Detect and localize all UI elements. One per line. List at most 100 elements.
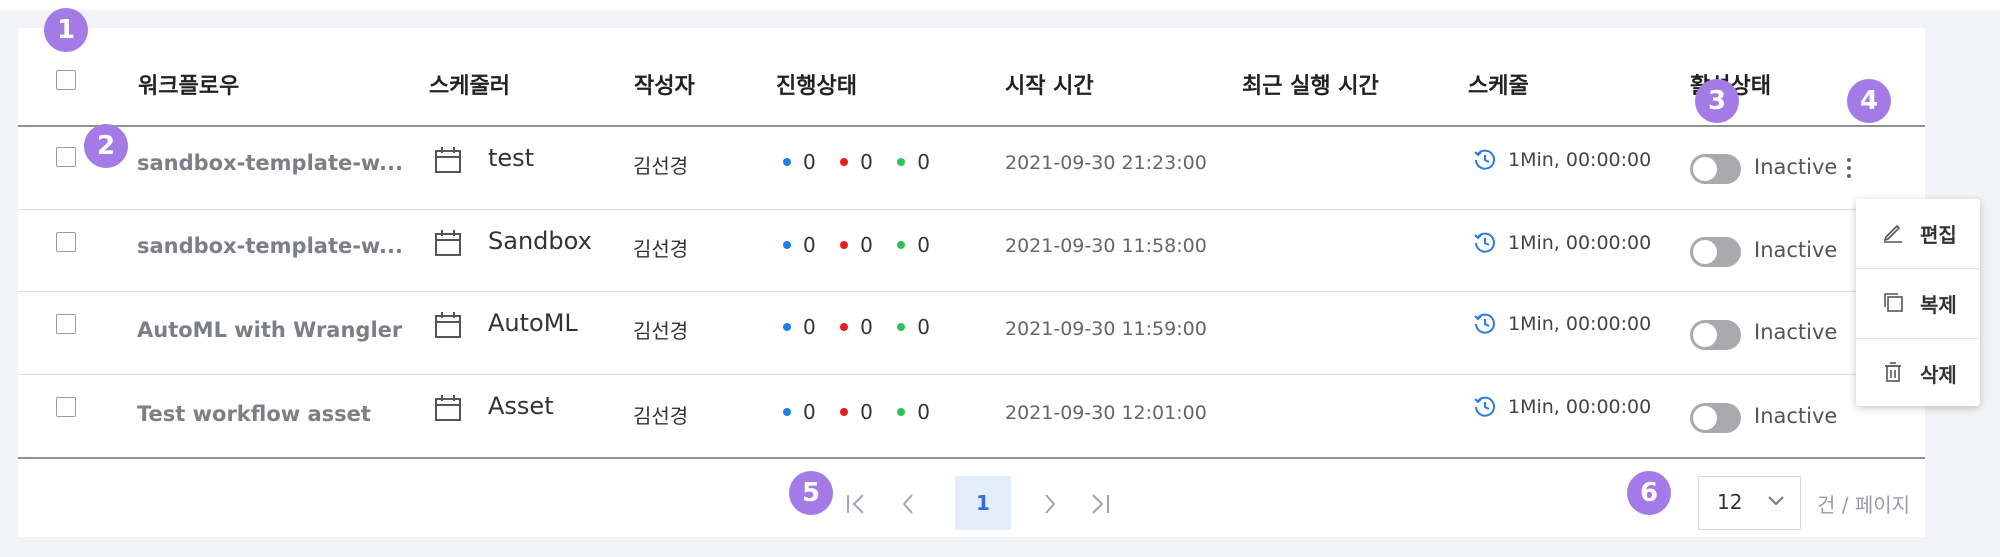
header-author[interactable]: 작성자: [634, 74, 695, 99]
author-name: 김선경: [633, 404, 689, 428]
toggle-state-label: Inactive: [1754, 404, 1838, 428]
history-icon: [1474, 149, 1495, 170]
success-count: 0: [917, 233, 930, 257]
menu-item-edit[interactable]: 편집: [1856, 199, 1980, 267]
workflow-name-link[interactable]: sandbox-template-w...: [137, 234, 403, 258]
header-last-run[interactable]: 최근 실행 시간: [1242, 74, 1379, 99]
workflow-name-link[interactable]: AutoML with Wrangler: [137, 318, 403, 342]
table-row[interactable]: AutoML with Wrangler AutoML 김선경 0 0 0 20…: [18, 292, 1925, 374]
toggle-knob: [1693, 157, 1717, 181]
menu-divider: [1856, 338, 1980, 339]
success-count: 0: [917, 400, 930, 424]
active-toggle[interactable]: [1690, 320, 1741, 350]
chevron-left-icon: [902, 494, 913, 514]
running-dot-icon: [783, 407, 791, 416]
workflow-name-link[interactable]: sandbox-template-w...: [137, 151, 403, 175]
table-bottom-divider: [18, 457, 1925, 459]
table-row[interactable]: Test workflow asset Asset 김선경 0 0 0 2021…: [18, 375, 1925, 457]
select-all-checkbox[interactable]: [56, 70, 76, 90]
table-row[interactable]: sandbox-template-w... Sandbox 김선경 0 0 0 …: [18, 210, 1925, 292]
running-dot-icon: [783, 240, 791, 249]
running-count: 0: [803, 150, 816, 174]
menu-item-delete[interactable]: 삭제: [1856, 339, 1980, 407]
menu-edit-label: 편집: [1920, 223, 1957, 247]
row-checkbox[interactable]: [56, 314, 76, 334]
annotation-badge-6: 6: [1627, 471, 1671, 515]
row-divider: [18, 209, 1925, 210]
success-count: 0: [917, 150, 930, 174]
running-count: 0: [803, 315, 816, 339]
success-dot-icon: [897, 157, 906, 166]
workflow-name-link[interactable]: Test workflow asset: [137, 402, 371, 426]
calendar-icon: [435, 230, 461, 256]
history-icon: [1474, 396, 1495, 417]
calendar-icon: [435, 395, 461, 421]
active-toggle[interactable]: [1690, 403, 1741, 433]
failed-count: 0: [860, 400, 873, 424]
scheduler-name: Sandbox: [488, 227, 592, 255]
history-icon: [1474, 313, 1495, 334]
last-page-button[interactable]: [1080, 479, 1120, 529]
author-name: 김선경: [633, 154, 689, 178]
first-page-button[interactable]: [836, 479, 876, 529]
toggle-knob: [1693, 406, 1717, 430]
author-name: 김선경: [633, 237, 689, 261]
scheduler-name: AutoML: [488, 309, 578, 337]
row-checkbox[interactable]: [56, 397, 76, 417]
header-divider: [18, 125, 1925, 127]
scheduler-name: test: [488, 144, 535, 172]
running-count: 0: [803, 400, 816, 424]
annotation-badge-5: 5: [789, 471, 833, 515]
toggle-knob: [1693, 323, 1717, 347]
copy-icon: [1884, 293, 1903, 312]
start-time: 2021-09-30 11:58:00: [1005, 235, 1207, 257]
chevron-down-icon: [1768, 496, 1784, 506]
first-page-icon: [847, 494, 864, 514]
active-toggle[interactable]: [1690, 237, 1741, 267]
schedule-value: 1Min, 00:00:00: [1508, 149, 1652, 171]
failed-dot-icon: [840, 157, 849, 166]
progress-status: 0 0 0: [783, 150, 948, 174]
header-schedule[interactable]: 스케줄: [1468, 74, 1529, 99]
header-scheduler[interactable]: 스케줄러: [429, 74, 510, 99]
row-divider: [18, 374, 1925, 375]
page-number-current[interactable]: 1: [955, 476, 1011, 530]
success-dot-icon: [897, 240, 906, 249]
success-dot-icon: [897, 322, 906, 331]
start-time: 2021-09-30 11:59:00: [1005, 318, 1207, 340]
page-background: 워크플로우 스케줄러 작성자 진행상태 시작 시간 최근 실행 시간 스케줄 활…: [0, 10, 2000, 557]
failed-dot-icon: [840, 240, 849, 249]
failed-count: 0: [860, 233, 873, 257]
row-checkbox[interactable]: [56, 147, 76, 167]
header-start-time[interactable]: 시작 시간: [1005, 74, 1094, 99]
history-icon: [1474, 232, 1495, 253]
failed-dot-icon: [840, 322, 849, 331]
table-row[interactable]: sandbox-template-w... test 김선경 0 0 0 202…: [18, 127, 1925, 209]
page-size-value: 12: [1717, 490, 1743, 514]
menu-delete-label: 삭제: [1920, 363, 1957, 387]
annotation-badge-1: 1: [44, 8, 88, 52]
page-size-select[interactable]: 12: [1698, 476, 1801, 530]
menu-item-copy[interactable]: 복제: [1856, 269, 1980, 337]
per-page-label: 건 / 페이지: [1817, 493, 1911, 517]
prev-page-button[interactable]: [888, 479, 928, 529]
toggle-state-label: Inactive: [1754, 155, 1838, 179]
start-time: 2021-09-30 12:01:00: [1005, 402, 1207, 424]
header-progress[interactable]: 진행상태: [776, 74, 857, 99]
active-toggle[interactable]: [1690, 154, 1741, 184]
row-divider: [18, 291, 1925, 292]
row-context-menu: 편집 복제 삭제: [1856, 199, 1980, 406]
schedule-value: 1Min, 00:00:00: [1508, 313, 1652, 335]
more-options-icon[interactable]: [1843, 154, 1855, 184]
calendar-icon: [435, 312, 461, 338]
toggle-state-label: Inactive: [1754, 238, 1838, 262]
header-workflow[interactable]: 워크플로우: [138, 74, 240, 99]
progress-status: 0 0 0: [783, 233, 948, 257]
annotation-badge-2: 2: [84, 124, 128, 168]
last-page-icon: [1092, 494, 1109, 514]
row-checkbox[interactable]: [56, 232, 76, 252]
annotation-badge-3: 3: [1695, 79, 1739, 123]
next-page-button[interactable]: [1030, 479, 1070, 529]
success-count: 0: [917, 315, 930, 339]
start-time: 2021-09-30 21:23:00: [1005, 152, 1207, 174]
